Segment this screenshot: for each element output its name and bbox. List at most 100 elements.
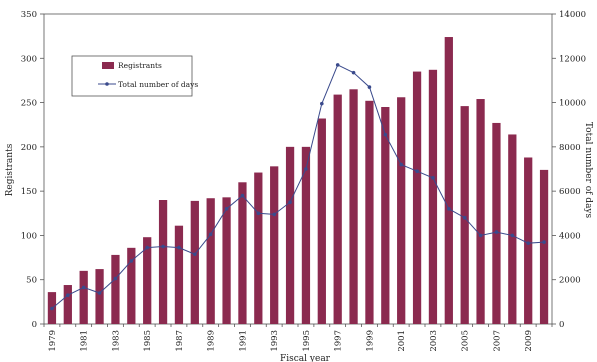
- bar-1988: [190, 200, 199, 324]
- bar-2002: [412, 71, 422, 324]
- point-1984: [129, 259, 134, 263]
- x-tick-label: 2001: [397, 330, 407, 352]
- point-2003: [431, 176, 435, 180]
- bar-2000: [381, 107, 390, 324]
- x-tick-label: 1987: [175, 330, 185, 352]
- point-1990: [224, 207, 229, 211]
- right-tick-label: 0: [559, 320, 564, 330]
- bar-1991: [238, 182, 247, 324]
- point-1985: [145, 245, 149, 250]
- point-2010: [542, 240, 546, 244]
- point-1986: [161, 244, 165, 249]
- point-1992: [256, 211, 261, 216]
- bar-1984: [127, 247, 136, 324]
- left-tick-label: 250: [21, 99, 37, 109]
- point-2002: [415, 169, 419, 174]
- bar-1996: [317, 118, 326, 324]
- bar-1990: [222, 197, 231, 324]
- right-tick-label: 14000: [559, 10, 586, 20]
- legend-label-total-days: Total number of days: [118, 80, 198, 89]
- right-tick-label: 2000: [559, 276, 581, 286]
- x-tick-label: 1991: [238, 330, 248, 352]
- point-1989: [208, 232, 213, 237]
- bar-1997: [333, 94, 342, 324]
- x-tick-label: 1985: [143, 330, 153, 352]
- x-tick-label: 2007: [492, 330, 502, 352]
- bar-1993: [270, 166, 279, 324]
- bar-1995: [301, 146, 311, 324]
- x-tick-label: 1979: [48, 330, 58, 352]
- right-axis: 0 2000 4000 6000 8000 10000 12000 14000: [552, 10, 586, 330]
- bar-2008: [508, 134, 517, 324]
- point-2001: [399, 162, 403, 167]
- left-axis: 0 50 100 150 200 250 300 350: [21, 10, 44, 330]
- x-tick-label: 1995: [302, 330, 312, 352]
- left-tick-label: 50: [26, 276, 37, 286]
- bar-series-registrants: [47, 37, 549, 324]
- x-axis-title: Fiscal year: [280, 354, 331, 362]
- point-2008: [510, 233, 515, 238]
- bar-2004: [444, 37, 453, 324]
- point-2005: [462, 215, 467, 220]
- x-tick-label: 1983: [111, 330, 121, 352]
- left-tick-label: 100: [21, 231, 37, 241]
- line-total-days: [51, 64, 545, 309]
- x-tick-label: 1993: [270, 330, 280, 352]
- point-1983: [113, 276, 118, 281]
- point-1980: [66, 293, 70, 298]
- bar-1982: [95, 269, 104, 324]
- point-1981: [81, 285, 86, 290]
- x-tick-label: 1997: [334, 330, 344, 352]
- bar-2001: [397, 97, 406, 324]
- point-1987: [177, 245, 181, 250]
- point-2000: [383, 132, 388, 137]
- point-1994: [288, 200, 292, 205]
- bar-1998: [349, 89, 358, 324]
- point-2009: [526, 241, 530, 245]
- legend-swatch-registrants: [102, 62, 114, 69]
- right-tick-label: 10000: [559, 99, 586, 109]
- x-tick-label: 1999: [365, 330, 375, 352]
- point-1993: [272, 212, 276, 217]
- bar-2009: [524, 157, 533, 324]
- bar-1985: [143, 237, 152, 324]
- point-2004: [447, 207, 451, 211]
- x-tick-label: 2009: [524, 330, 534, 352]
- legend: Registrants Total number of days: [71, 55, 198, 97]
- left-tick-label: 350: [21, 10, 37, 20]
- right-tick-label: 6000: [559, 187, 581, 197]
- bar-1994: [285, 146, 295, 324]
- x-axis: 1979 1981 1983 1985 1987 1989 1991 1993 1995 1997…: [43, 324, 553, 352]
- line-series-total-days: [50, 63, 546, 311]
- point-1991: [240, 193, 245, 198]
- legend-marker-total-days: [105, 82, 109, 86]
- legend-box: [71, 55, 193, 97]
- bar-1981: [79, 270, 88, 324]
- left-tick-label: 150: [21, 187, 37, 197]
- bar-2006: [476, 99, 485, 324]
- right-tick-label: 4000: [559, 231, 581, 241]
- point-1982: [97, 291, 102, 295]
- bar-1986: [158, 200, 168, 324]
- point-1988: [193, 252, 197, 257]
- bar-1989: [206, 198, 215, 324]
- bar-1987: [174, 225, 184, 324]
- x-tick-label: 1989: [207, 330, 217, 352]
- bar-2003: [428, 69, 438, 324]
- point-1998: [351, 70, 356, 75]
- point-2007: [494, 230, 499, 234]
- right-tick-label: 12000: [559, 54, 586, 64]
- point-1979: [50, 306, 54, 311]
- x-tick-label: 2005: [461, 330, 471, 352]
- y-axis-title-left: Registrants: [5, 143, 15, 196]
- point-1995: [304, 167, 308, 171]
- left-tick-label: 0: [32, 320, 37, 330]
- left-tick-label: 300: [21, 54, 37, 64]
- bar-2010: [539, 169, 549, 324]
- bar-1980: [63, 285, 72, 324]
- legend-label-registrants: Registrants: [118, 61, 162, 70]
- bar-1999: [365, 100, 374, 324]
- point-1997: [335, 63, 340, 67]
- x-tick-label: 1981: [80, 330, 90, 352]
